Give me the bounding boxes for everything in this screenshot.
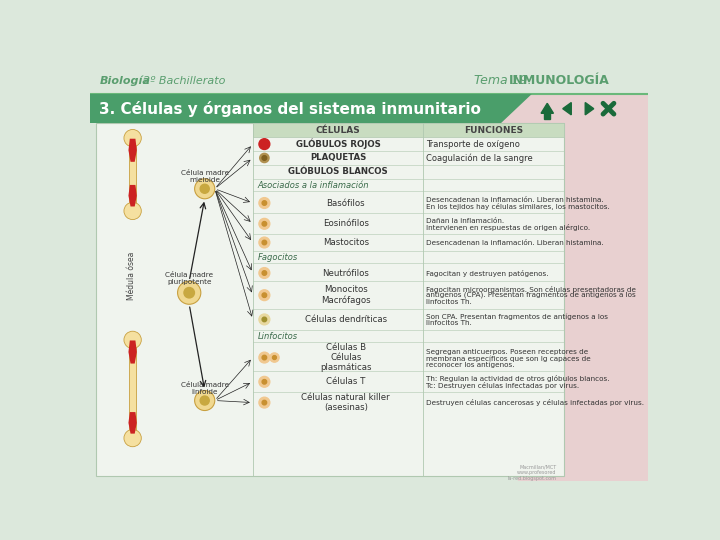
Text: Linfocitos: Linfocitos: [258, 332, 297, 341]
Bar: [90, 65, 648, 94]
Polygon shape: [541, 103, 554, 113]
Text: CÉLULAS: CÉLULAS: [315, 126, 361, 135]
Bar: [129, 341, 136, 437]
Text: Macmillan/MCT
www.profesored
la-red.blogspot.com: Macmillan/MCT www.profesored la-red.blog…: [508, 464, 557, 481]
Circle shape: [178, 281, 201, 304]
Circle shape: [260, 153, 269, 163]
Text: 3. Células y órganos del sistema inmunitario: 3. Células y órganos del sistema inmunit…: [99, 100, 481, 117]
Text: Desencadenan la inflamación. Liberan histamina.: Desencadenan la inflamación. Liberan his…: [426, 197, 604, 203]
Bar: [253, 123, 564, 137]
Text: Destruyen células cancerosas y células infectadas por virus.: Destruyen células cancerosas y células i…: [426, 399, 644, 406]
Text: Basófilos: Basófilos: [326, 199, 365, 207]
Polygon shape: [585, 103, 594, 115]
Text: membrana específicos que son Ig capaces de: membrana específicos que son Ig capaces …: [426, 355, 591, 362]
Text: Biología: Biología: [99, 76, 150, 86]
Text: linfocitos Th.: linfocitos Th.: [426, 299, 472, 305]
Polygon shape: [500, 94, 532, 123]
Text: Células natural killer
(asesinas): Células natural killer (asesinas): [302, 393, 390, 413]
Text: Intervienen en respuestas de origen alérgico.: Intervienen en respuestas de origen alér…: [426, 224, 590, 231]
Text: GLÓBULOS BLANCOS: GLÓBULOS BLANCOS: [288, 167, 388, 177]
Circle shape: [259, 397, 270, 408]
Text: Eosinófilos: Eosinófilos: [323, 219, 369, 228]
Text: Th: Regulan la actividad de otros glóbulos blancos.: Th: Regulan la actividad de otros glóbul…: [426, 375, 610, 382]
Text: Médula ósea: Médula ósea: [127, 251, 135, 300]
Text: FUNCIONES: FUNCIONES: [464, 126, 523, 135]
Text: Célula madre
linfoide: Célula madre linfoide: [181, 382, 229, 395]
Polygon shape: [128, 412, 137, 434]
Circle shape: [262, 221, 266, 226]
Polygon shape: [563, 103, 571, 115]
Polygon shape: [128, 185, 137, 206]
Text: Célula madre
mieloide: Célula madre mieloide: [181, 170, 229, 183]
Text: Desencadenan la inflamación. Liberan histamina.: Desencadenan la inflamación. Liberan his…: [426, 240, 604, 246]
Circle shape: [259, 290, 270, 301]
Text: linfocitos Th.: linfocitos Th.: [426, 320, 472, 326]
Circle shape: [124, 331, 141, 348]
Text: Monocitos
Macrófagos: Monocitos Macrófagos: [321, 285, 371, 305]
Text: GLÓBULOS ROJOS: GLÓBULOS ROJOS: [296, 139, 380, 150]
Circle shape: [262, 400, 266, 405]
Circle shape: [262, 156, 266, 160]
Circle shape: [262, 380, 266, 384]
Text: En los tejidos hay células similares, los mastocitos.: En los tejidos hay células similares, lo…: [426, 204, 610, 211]
Circle shape: [262, 240, 266, 245]
Circle shape: [124, 202, 141, 220]
Text: Células B
Células
plasmáticas: Células B Células plasmáticas: [320, 343, 372, 373]
Text: Células dendríticas: Células dendríticas: [305, 315, 387, 324]
Text: Son CPA. Presentan fragmentos de antígenos a los: Son CPA. Presentan fragmentos de antígen…: [426, 313, 608, 320]
Bar: [90, 94, 500, 123]
Circle shape: [262, 201, 266, 205]
Text: Asociados a la inflamación: Asociados a la inflamación: [258, 181, 369, 190]
Text: Dañan la inflamación.: Dañan la inflamación.: [426, 218, 505, 224]
Circle shape: [259, 218, 270, 229]
Text: Coagulación de la sangre: Coagulación de la sangre: [426, 153, 533, 163]
Circle shape: [272, 356, 276, 360]
FancyBboxPatch shape: [518, 117, 654, 487]
Circle shape: [124, 130, 141, 147]
Bar: [129, 139, 136, 210]
Text: antígenos (CPA). Presentan fragmentos de antígenos a los: antígenos (CPA). Presentan fragmentos de…: [426, 293, 636, 300]
Text: Mastocitos: Mastocitos: [323, 238, 369, 247]
Text: Tc: Destruyen células infectadas por virus.: Tc: Destruyen células infectadas por vir…: [426, 382, 580, 389]
Text: Transporte de oxígeno: Transporte de oxígeno: [426, 140, 521, 149]
Circle shape: [262, 271, 266, 275]
Circle shape: [194, 390, 215, 410]
Circle shape: [270, 353, 279, 362]
Text: Segregan anticuerpos. Poseen receptores de: Segregan anticuerpos. Poseen receptores …: [426, 349, 589, 355]
Circle shape: [259, 314, 270, 325]
Circle shape: [184, 287, 194, 298]
Circle shape: [262, 355, 266, 360]
Text: 2º Bachillerato: 2º Bachillerato: [143, 76, 225, 86]
Text: Neutrófilos: Neutrófilos: [323, 268, 369, 278]
Circle shape: [262, 293, 266, 298]
Circle shape: [194, 179, 215, 199]
Bar: [96, 123, 564, 476]
Text: Fagocitan y destruyen patógenos.: Fagocitan y destruyen patógenos.: [426, 269, 549, 276]
Polygon shape: [128, 340, 137, 363]
Polygon shape: [544, 113, 550, 119]
Circle shape: [262, 317, 266, 322]
Circle shape: [200, 184, 210, 193]
Text: Células T: Células T: [326, 377, 366, 386]
Text: Célula madre
pluripotente: Célula madre pluripotente: [165, 272, 213, 285]
Text: INMUNOLOGÍA: INMUNOLOGÍA: [508, 75, 609, 87]
Circle shape: [200, 396, 210, 405]
Bar: [500, 94, 648, 123]
Circle shape: [259, 268, 270, 279]
Polygon shape: [128, 139, 137, 162]
Circle shape: [124, 429, 141, 447]
Circle shape: [259, 198, 270, 208]
Circle shape: [259, 376, 270, 387]
Circle shape: [259, 139, 270, 150]
Circle shape: [259, 352, 270, 363]
Text: Fagocitos: Fagocitos: [258, 253, 297, 262]
Text: PLAQUETAS: PLAQUETAS: [310, 153, 366, 163]
Text: Fagocitan microorganismos. Son células presentadoras de: Fagocitan microorganismos. Son células p…: [426, 286, 636, 293]
Text: reconocer los antígenos.: reconocer los antígenos.: [426, 361, 515, 368]
Text: Tema 19.: Tema 19.: [474, 75, 532, 87]
Circle shape: [259, 237, 270, 248]
